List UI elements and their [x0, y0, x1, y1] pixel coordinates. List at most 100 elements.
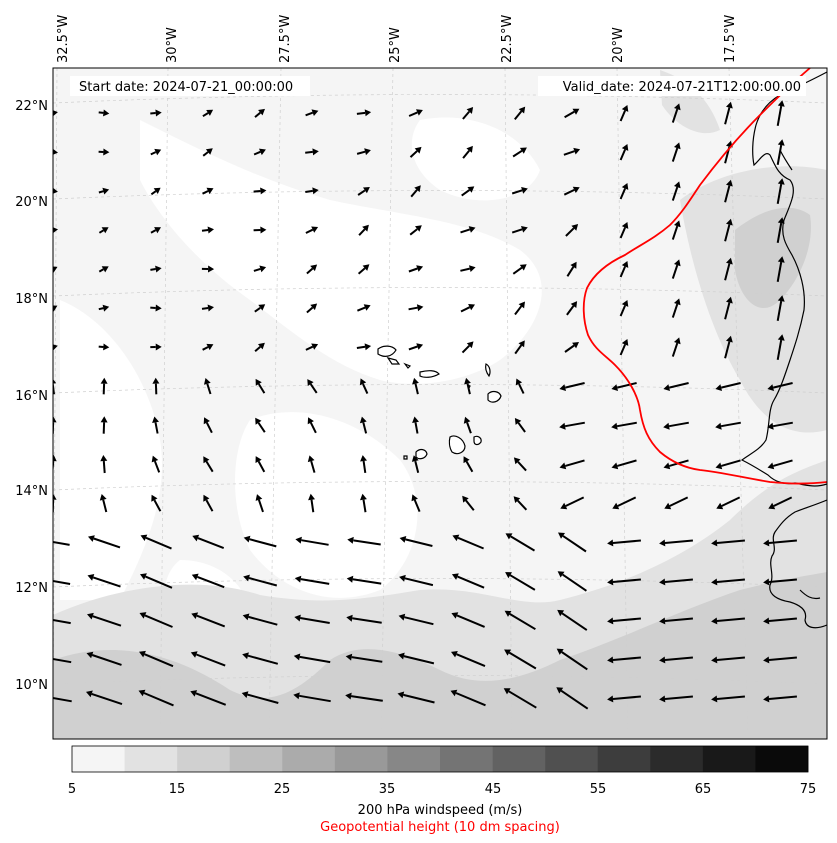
wind-arrow	[255, 494, 264, 513]
map-panel: Start date: 2024-07-21_00:00:00 Valid_da…	[53, 68, 827, 739]
wind-arrow	[460, 265, 476, 272]
lon-label-27-5w: 27.5°W	[278, 15, 293, 63]
wind-arrow	[307, 417, 317, 434]
wind-arrow	[776, 100, 785, 126]
wind-arrow	[408, 304, 424, 312]
wind-arrow	[398, 613, 434, 626]
wind-arrow	[203, 417, 213, 434]
wind-arrow	[711, 617, 745, 625]
wind-arrow	[243, 574, 278, 587]
wind-arrow	[150, 343, 162, 351]
wind-arrow	[462, 145, 473, 159]
colorbar-tick-35: 35	[379, 782, 396, 797]
wind-arrow	[201, 265, 215, 273]
wind-arrow	[715, 382, 741, 391]
colorbar-tick-25: 25	[274, 782, 291, 797]
wind-arrow	[152, 416, 159, 434]
colorbar-cell	[334, 746, 388, 772]
wind-arrow	[659, 695, 693, 703]
wind-arrow	[191, 573, 225, 589]
wind-arrow	[659, 539, 693, 547]
wind-arrow	[462, 495, 475, 511]
wind-arrow	[255, 417, 266, 433]
wind-arrow	[98, 187, 110, 195]
wind-arrow	[359, 378, 369, 395]
wind-arrow	[87, 612, 122, 627]
colorbar-cell	[387, 746, 441, 772]
colorbar-frame	[71, 745, 809, 773]
lon-label-25w: 25°W	[388, 27, 403, 63]
wind-arrow	[559, 421, 585, 430]
wind-arrow	[619, 183, 629, 200]
wind-arrow	[724, 335, 733, 359]
wind-arrow	[607, 695, 641, 703]
wind-arrow	[671, 103, 681, 123]
wind-arrow	[607, 617, 641, 625]
wind-arrow	[503, 688, 537, 709]
wind-arrow	[461, 186, 475, 197]
wind-arrow	[563, 186, 580, 196]
wind-arrow	[150, 187, 161, 196]
wind-arrow	[204, 378, 212, 395]
colorbar-tick-55: 55	[590, 782, 607, 797]
wind-arrow	[412, 416, 419, 434]
wind-arrow	[505, 572, 536, 591]
lon-label-30w: 30°W	[165, 27, 180, 63]
wind-arrow	[711, 656, 745, 664]
wind-arrow	[150, 304, 162, 312]
wind-vector-field	[53, 100, 797, 710]
colorbar-tick-45: 45	[485, 782, 502, 797]
wind-arrow	[201, 304, 214, 312]
wind-arrow	[460, 226, 476, 234]
wind-arrow	[558, 532, 587, 553]
wind-arrow	[86, 690, 123, 706]
wind-arrow	[293, 653, 331, 664]
wind-arrow	[202, 343, 214, 351]
wind-arrow	[560, 496, 585, 510]
wind-arrow	[150, 109, 162, 117]
wind-arrow	[513, 496, 528, 511]
wind-arrow	[671, 220, 681, 240]
wind-arrow	[451, 612, 485, 628]
wind-arrow	[607, 578, 641, 586]
wind-arrow	[715, 421, 741, 430]
wind-arrow	[408, 109, 423, 117]
colorbar: 5 15 25 35 45 55 65 75 200 hPa windspeed…	[68, 745, 816, 835]
wind-arrow	[659, 578, 693, 586]
colorbar-cell	[702, 746, 756, 772]
wind-arrow	[514, 106, 526, 121]
colorbar-cell	[755, 746, 809, 772]
wind-arrow	[564, 108, 580, 119]
wind-arrow	[192, 534, 225, 550]
wind-arrow	[202, 109, 214, 118]
wind-arrow	[512, 147, 527, 158]
wind-arrow	[253, 226, 267, 234]
wind-arrow	[619, 339, 629, 356]
wind-arrow	[514, 340, 525, 355]
wind-arrow	[98, 227, 109, 234]
colorbar-cells	[72, 746, 809, 772]
wind-arrow	[767, 421, 793, 430]
wind-arrow	[671, 298, 681, 318]
wind-arrow	[53, 579, 71, 585]
wind-arrow	[346, 614, 382, 624]
wind-arrow	[566, 261, 577, 277]
wind-arrow	[305, 148, 319, 156]
wind-arrow	[607, 539, 641, 547]
wind-arrow	[140, 534, 172, 550]
wind-arrow	[410, 185, 421, 198]
wind-arrow	[305, 187, 319, 195]
wind-arrow	[763, 695, 797, 703]
wind-arrow	[357, 264, 370, 275]
colorbar-cell	[545, 746, 599, 772]
wind-arrow	[254, 304, 266, 313]
colorbar-cell	[440, 746, 493, 772]
wind-arrow	[763, 656, 797, 664]
wind-arrow	[664, 496, 689, 510]
wind-arrow	[98, 304, 110, 312]
wind-arrow	[612, 496, 637, 510]
wind-arrow	[724, 218, 733, 242]
wind-arrow	[150, 227, 161, 234]
wind-arrow	[450, 689, 486, 707]
